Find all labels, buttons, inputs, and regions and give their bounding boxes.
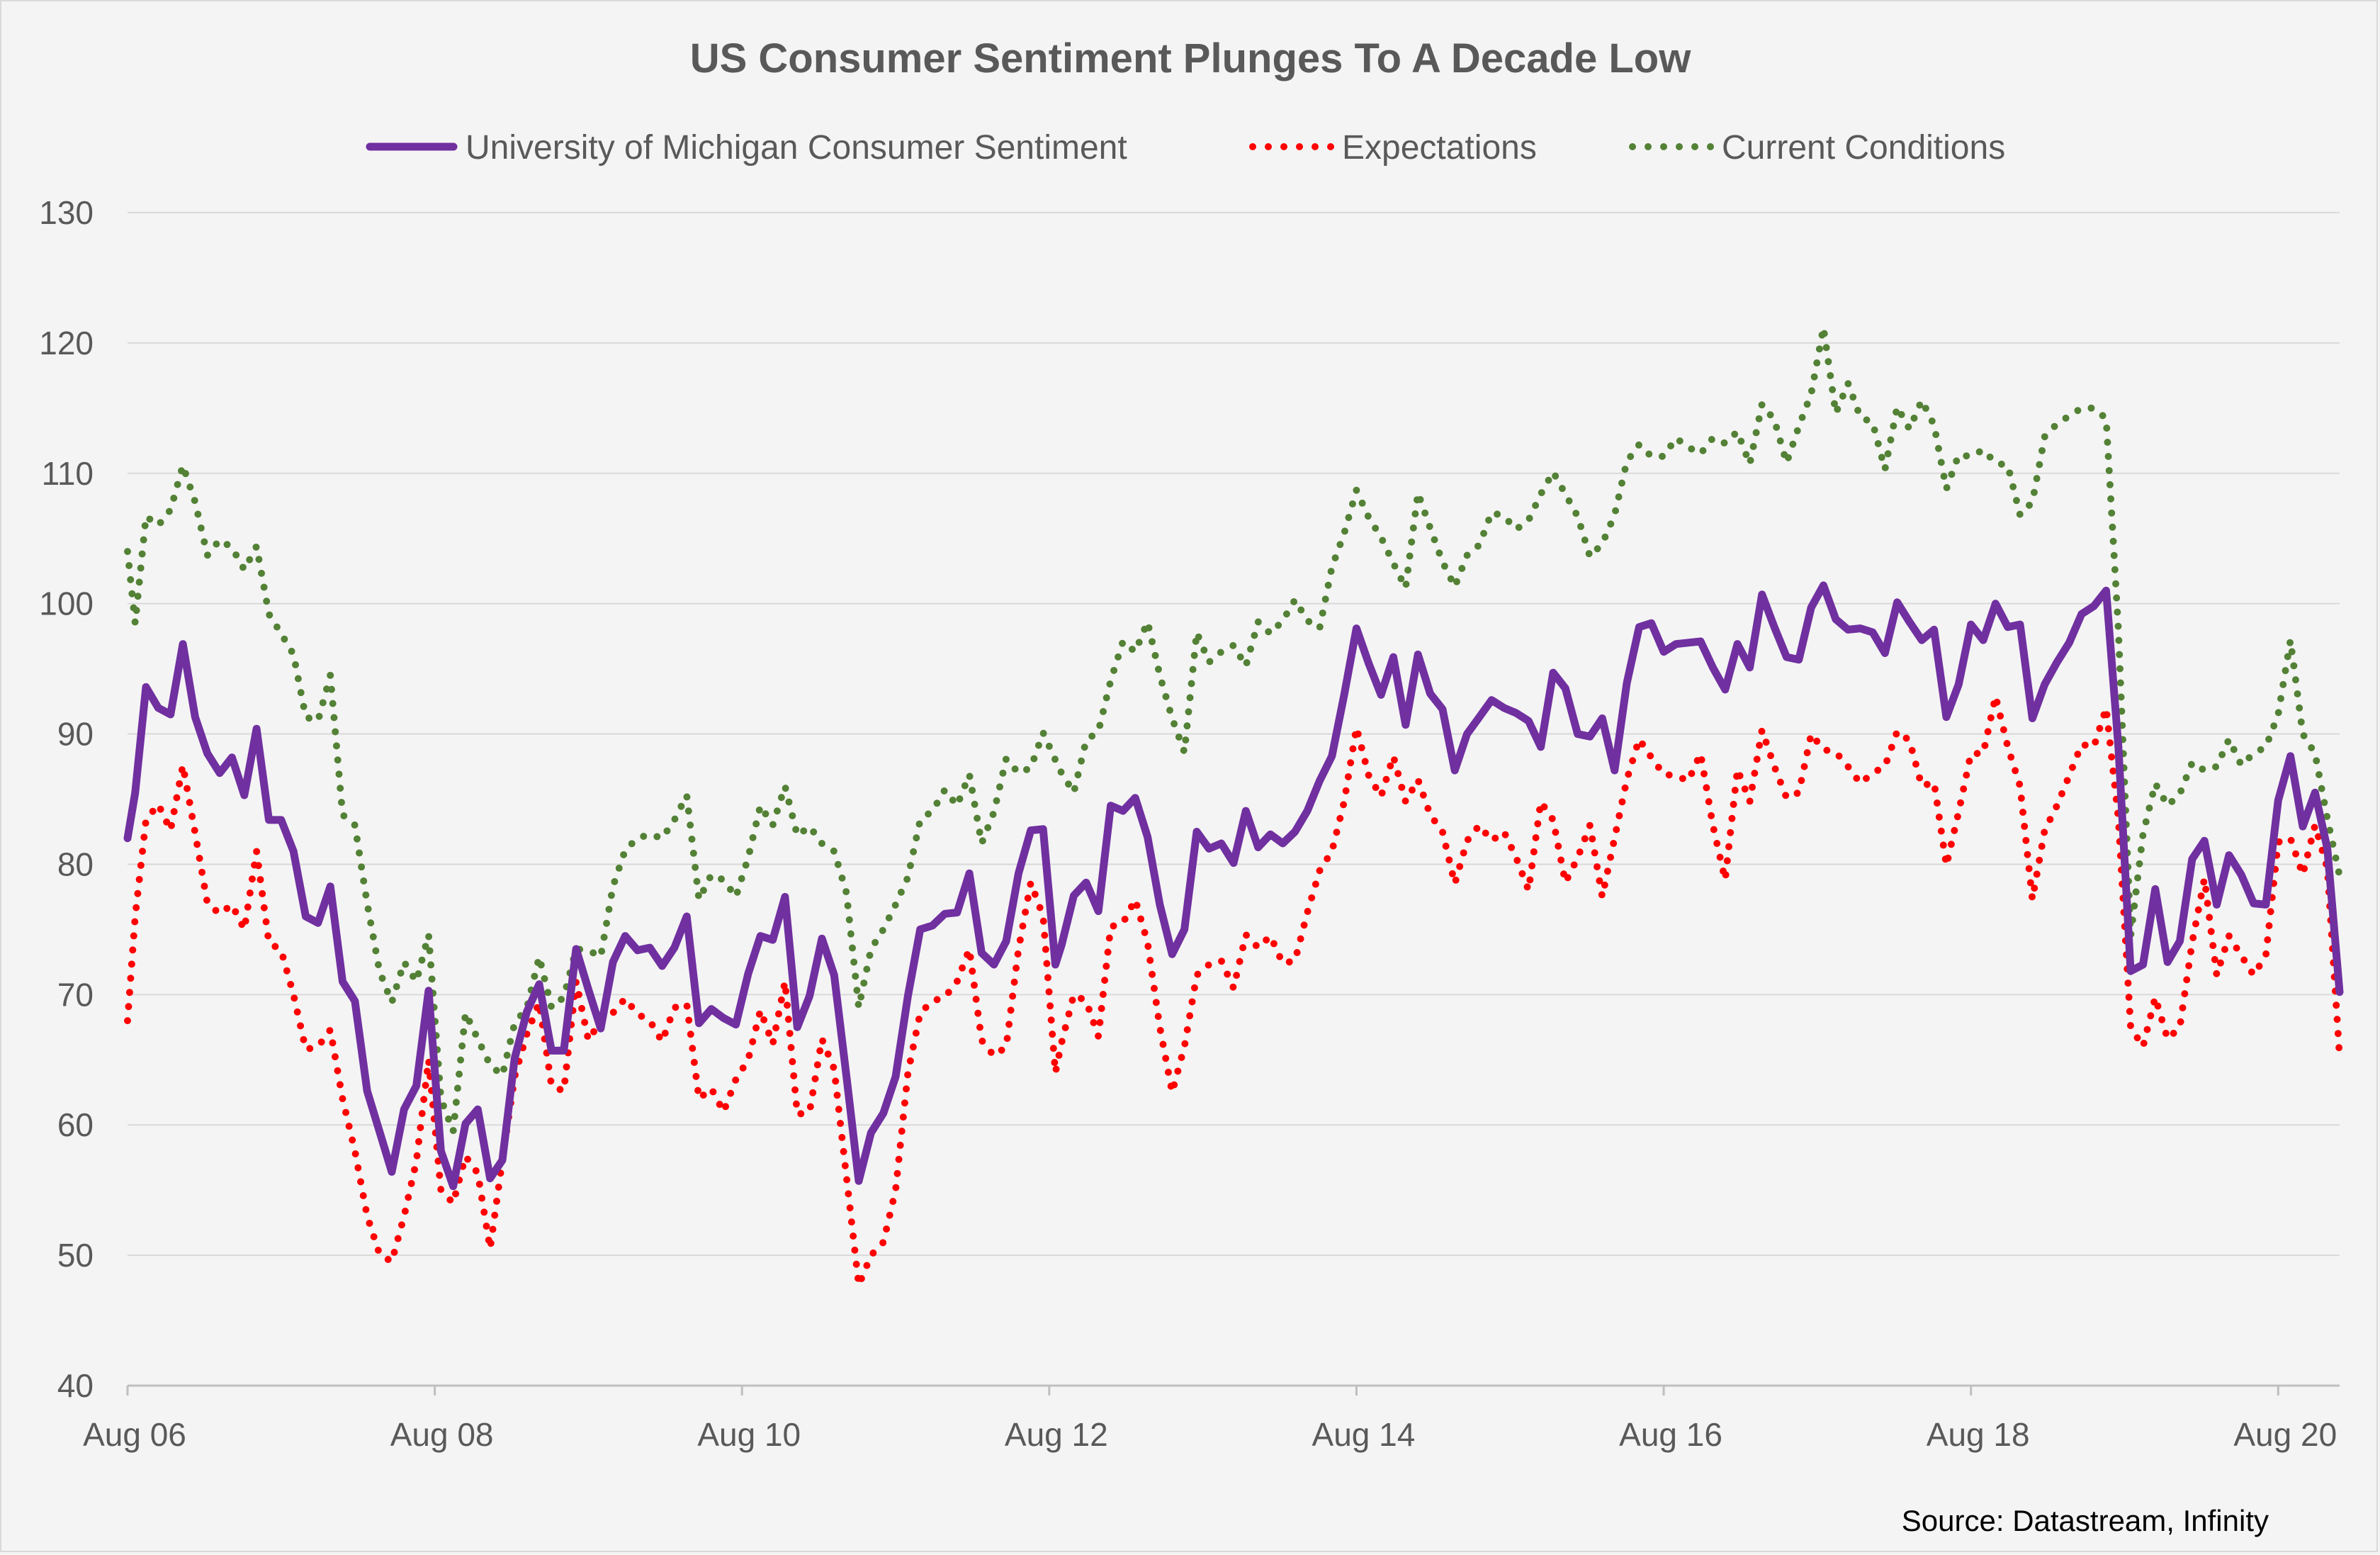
x-tick-label: Aug 18 <box>1927 1416 2030 1453</box>
source-note: Source: Datastream, Infinity <box>1902 1504 2269 1537</box>
x-tick-label: Aug 12 <box>1005 1416 1108 1453</box>
y-tick-label: 50 <box>57 1237 94 1274</box>
y-tick-label: 120 <box>39 325 94 361</box>
series-layer <box>123 323 2344 1289</box>
y-tick-label: 70 <box>57 976 94 1013</box>
x-tick-label: Aug 14 <box>1312 1416 1416 1453</box>
y-axis: 40 50 60 70 80 90 100 110 120 130 <box>39 194 94 1404</box>
x-tick-label: Aug 06 <box>83 1416 186 1453</box>
y-tick-label: 40 <box>57 1367 94 1404</box>
y-tick-label: 110 <box>42 455 94 492</box>
legend-label: Expectations <box>1342 129 1537 167</box>
y-tick-label: 130 <box>39 194 94 231</box>
x-tick-label: Aug 20 <box>2233 1416 2337 1453</box>
y-tick-label: 100 <box>39 585 94 622</box>
x-tick-label: Aug 08 <box>390 1416 494 1453</box>
y-tick-label: 80 <box>57 846 94 882</box>
legend-label: Current Conditions <box>1722 129 2005 167</box>
x-tick-label: Aug 16 <box>1619 1416 1722 1453</box>
x-axis: Aug 06 Aug 08 Aug 10 Aug 12 Aug 14 Aug 16 Aug … <box>83 1384 2340 1453</box>
y-tick-label: 60 <box>57 1106 94 1143</box>
x-tick-label: Aug 10 <box>697 1416 801 1453</box>
chart-title: US Consumer Sentiment Plunges To A Decad… <box>690 35 1692 82</box>
series-line-current-conditions <box>124 323 2343 1135</box>
gridlines <box>128 212 2340 1257</box>
series-line-university-of-michigan-consumer-sentiment <box>123 581 2344 1191</box>
y-tick-label: 90 <box>57 716 94 753</box>
legend: University of Michigan Consumer Sentimen… <box>366 129 2005 167</box>
series-line-expectations <box>124 692 2343 1289</box>
legend-label: University of Michigan Consumer Sentimen… <box>466 129 1127 167</box>
